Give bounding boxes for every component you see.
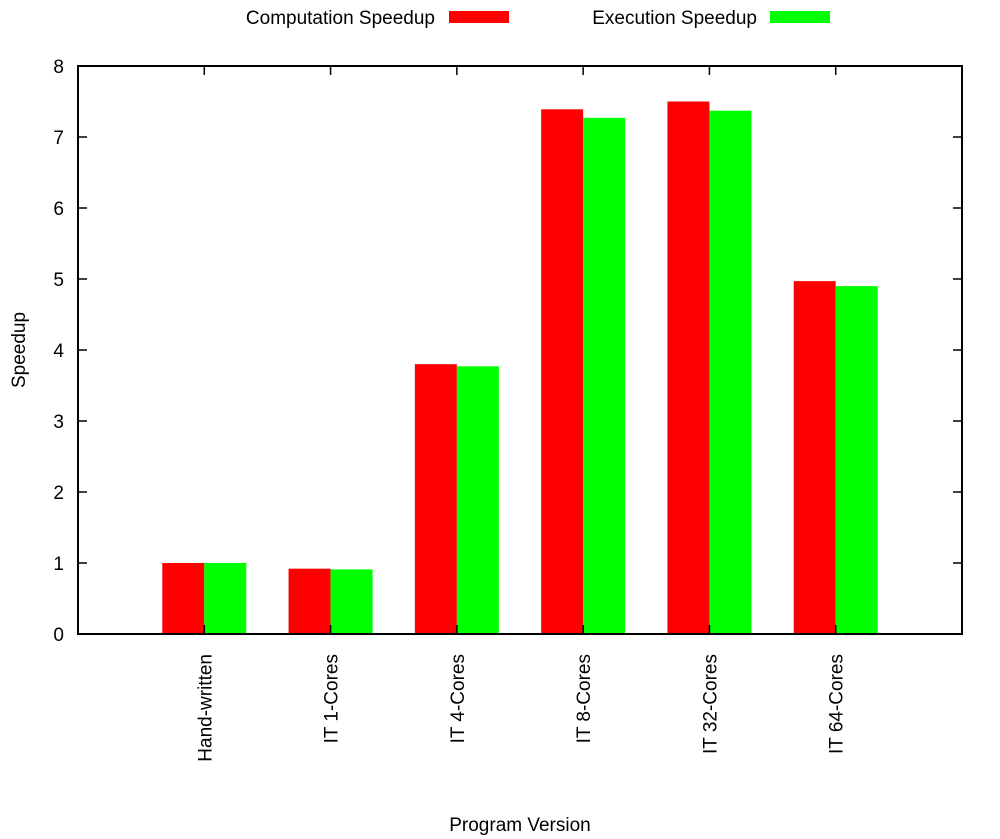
x-tick-label-5: IT 64-Cores (827, 654, 848, 754)
y-tick-label-0: 0 (53, 625, 64, 646)
y-tick-labels: 0 1 2 3 4 5 6 7 8 (53, 57, 64, 646)
x-tick-labels: Hand-written IT 1-Cores IT 4-Cores IT 8-Cor… (195, 654, 847, 762)
x-tick-label-3: IT 8-Cores (574, 654, 595, 743)
x-tick-label-1: IT 1-Cores (322, 654, 343, 743)
bar-execution-1 (330, 569, 373, 634)
y-axis-label: Speedup (9, 312, 30, 388)
bar-computation-2 (414, 364, 457, 634)
bar-computation-1 (288, 568, 331, 634)
legend-swatch-computation (449, 11, 509, 23)
y-tick-label-3: 3 (53, 412, 64, 433)
bar-computation-4 (667, 101, 710, 634)
y-tick-label-1: 1 (53, 554, 64, 575)
bar-computation-3 (541, 109, 584, 634)
y-tick-label-4: 4 (53, 341, 64, 362)
y-tick-label-8: 8 (53, 57, 64, 78)
legend: Computation Speedup Execution Speedup (246, 8, 830, 29)
legend-label-execution: Execution Speedup (592, 8, 757, 29)
y-tick-label-6: 6 (53, 199, 64, 220)
bars-group (162, 101, 878, 635)
y-tick-label-2: 2 (53, 483, 64, 504)
bar-execution-3 (583, 117, 626, 634)
x-tick-label-0: Hand-written (195, 654, 216, 762)
y-tick-label-5: 5 (53, 270, 64, 291)
bar-execution-5 (835, 286, 878, 634)
legend-label-computation: Computation Speedup (246, 8, 435, 29)
x-axis-label: Program Version (449, 815, 591, 836)
bar-computation-5 (793, 281, 836, 634)
tick-marks (78, 65, 962, 635)
bar-execution-0 (204, 563, 247, 634)
y-tick-label-7: 7 (53, 128, 64, 149)
x-tick-label-2: IT 4-Cores (448, 654, 469, 743)
bar-execution-2 (456, 366, 499, 634)
legend-swatch-execution (770, 11, 830, 23)
bar-execution-4 (709, 110, 752, 635)
x-tick-label-4: IT 32-Cores (700, 654, 721, 754)
bar-computation-0 (162, 563, 205, 634)
